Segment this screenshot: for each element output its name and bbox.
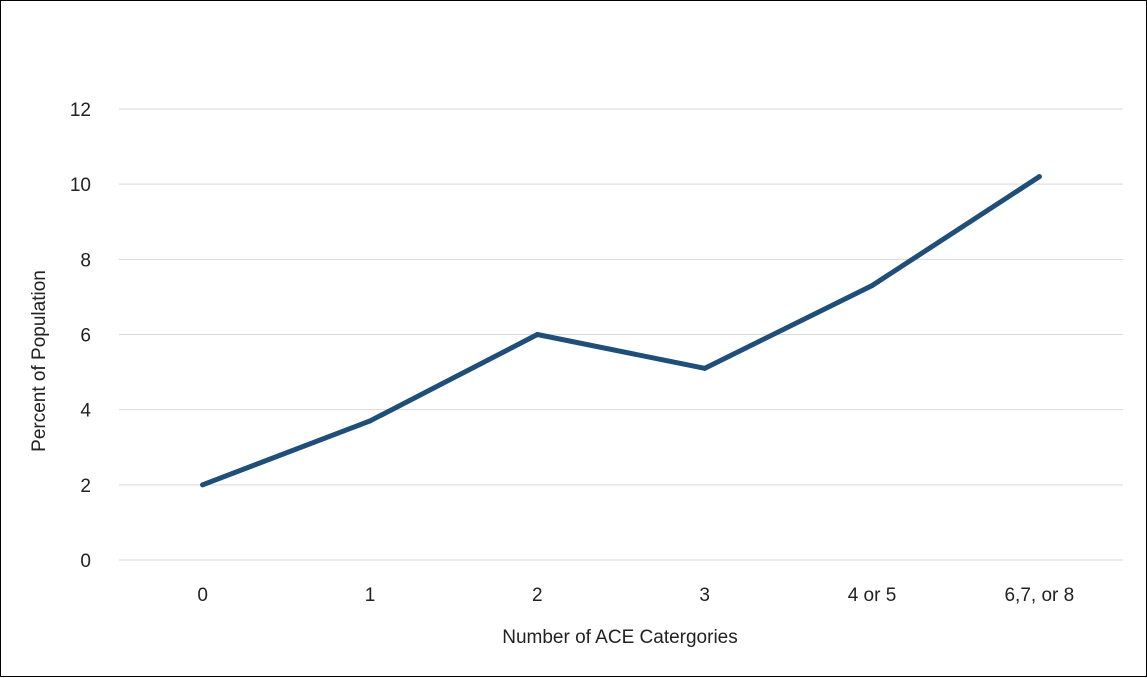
y-tick-label: 10 [70, 175, 91, 196]
data-point [702, 365, 708, 371]
data-point [367, 418, 373, 424]
x-tick-label: 1 [365, 585, 376, 606]
y-tick-label: 2 [80, 476, 91, 497]
y-axis-ticks: 0 2 4 6 8 10 12 [70, 100, 92, 572]
data-point [869, 283, 875, 289]
y-tick-label: 4 [80, 401, 91, 422]
y-tick-label: 8 [80, 250, 91, 271]
data-point [200, 482, 206, 488]
x-tick-label: 6,7, or 8 [1004, 585, 1074, 606]
series-line [200, 174, 1042, 488]
series-lines [200, 174, 1042, 488]
x-tick-label: 4 or 5 [848, 585, 897, 606]
gridlines [119, 108, 1123, 561]
data-point [534, 332, 540, 337]
x-tick-label: 3 [699, 585, 710, 606]
y-tick-label: 6 [80, 326, 91, 347]
x-axis-ticks: 0 1 2 3 4 or 5 6,7, or 8 [197, 585, 1074, 606]
y-axis-title: Percent of Population [29, 270, 50, 452]
y-tick-label: 0 [80, 551, 91, 572]
x-axis-title: Number of ACE Catergories [502, 627, 738, 648]
y-tick-label: 12 [70, 100, 91, 121]
x-tick-label: 2 [532, 585, 543, 606]
x-tick-label: 0 [197, 585, 208, 606]
data-point [1036, 174, 1042, 180]
